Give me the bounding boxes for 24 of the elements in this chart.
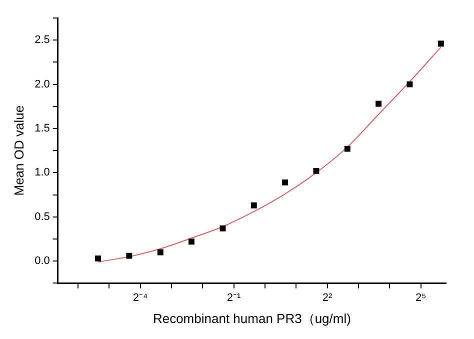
point (250, 202, 257, 208)
y-axis-title: Mean OD value (11, 105, 26, 196)
y-tick-label: 2.0 (34, 78, 50, 90)
point (376, 100, 382, 107)
x-tick-label: 2⁻⁴ (132, 292, 148, 304)
point (188, 238, 194, 245)
y-tick-label: 0.5 (34, 210, 50, 223)
point (282, 179, 288, 186)
point (157, 249, 164, 256)
x-tick-label: 2⁵ (415, 292, 426, 304)
x-axis-title: Recombinant human PR3（ug/ml) (152, 310, 351, 326)
x-tick-label: 2⁻¹ (226, 292, 242, 304)
point (313, 168, 320, 174)
point (95, 255, 101, 262)
point (126, 252, 132, 259)
point (344, 146, 350, 152)
point (406, 81, 413, 88)
point (438, 40, 444, 47)
y-tick-label: 1.0 (34, 166, 50, 179)
y-tick-label: 1.5 (34, 122, 50, 135)
point (220, 225, 226, 232)
x-tick-label: 2² (322, 292, 333, 304)
y-tick-label: 0.0 (34, 255, 50, 268)
y-tick-label: 2.5 (34, 34, 50, 46)
